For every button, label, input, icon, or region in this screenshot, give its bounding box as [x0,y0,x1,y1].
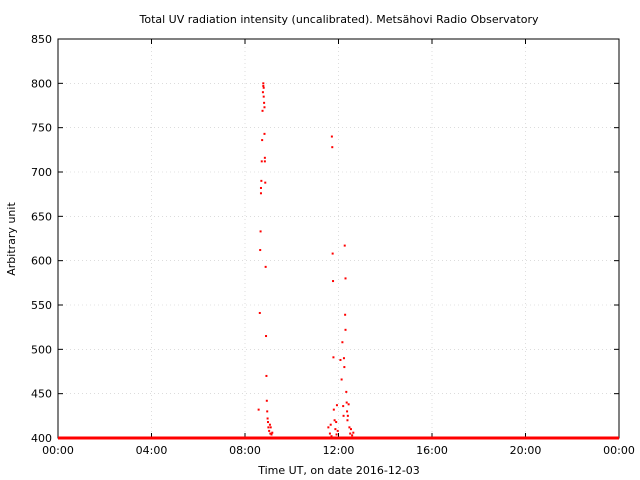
data-points [58,82,619,440]
data-point [260,160,263,163]
y-axis-label: Arbitrary unit [5,202,18,276]
y-tick-label: 700 [31,166,52,179]
data-point [342,357,345,360]
data-point [258,311,261,314]
data-point [268,423,271,426]
data-point [343,244,346,247]
grid [58,39,619,438]
data-point [329,423,332,426]
data-point [261,139,264,142]
data-point [339,358,342,361]
data-point [261,91,264,94]
data-point [332,356,335,359]
y-tick-label: 600 [31,255,52,268]
data-point [346,419,349,422]
data-point [331,252,334,255]
data-point [263,106,266,109]
data-point [336,429,339,432]
data-point [262,84,265,87]
data-point [346,414,349,417]
data-point [345,401,348,404]
data-point [266,417,269,420]
data-point [270,433,273,436]
data-point [340,378,343,381]
data-point [345,390,348,393]
data-point [332,280,335,283]
data-point [328,432,331,435]
data-point [330,135,333,138]
data-point [257,408,260,411]
x-tick-label: 00:00 [603,444,635,457]
data-point [349,428,352,431]
data-point [351,434,354,437]
data-point [271,431,274,434]
data-point [263,101,266,104]
x-axis-label: Time UT, on date 2016-12-03 [257,464,420,477]
data-point [335,404,338,407]
data-point [348,426,351,429]
data-point [259,192,262,195]
x-tick-label: 04:00 [136,444,168,457]
data-point [263,156,266,159]
data-point [344,328,347,331]
data-point [330,435,333,438]
y-tick-label: 750 [31,122,52,135]
data-point [342,414,345,417]
data-point [266,421,269,424]
data-point [259,186,262,189]
axis-ticks: 400 450 500 550 600 650 700 750 800 850 00:00 04:00… [31,33,635,457]
x-tick-label: 00:00 [42,444,74,457]
data-point [269,432,272,435]
data-point [264,181,267,184]
data-point [327,426,330,429]
data-point [262,95,265,98]
x-tick-label: 20:00 [510,444,542,457]
y-tick-label: 650 [31,210,52,223]
data-point [343,366,346,369]
data-point [331,146,334,149]
data-point [269,426,272,429]
data-point [263,160,266,163]
data-point [334,428,337,431]
data-point [332,408,335,411]
data-point [262,82,265,85]
data-point [265,374,268,377]
data-point [349,432,352,435]
data-point [344,313,347,316]
data-point [265,399,268,402]
y-tick-label: 850 [31,33,52,46]
y-tick-label: 800 [31,77,52,90]
data-point [266,410,269,413]
data-point [352,431,355,434]
x-tick-label: 12:00 [323,444,355,457]
data-point [265,335,268,338]
data-point [264,265,267,268]
x-tick-label: 16:00 [416,444,448,457]
data-point [335,433,338,436]
y-tick-label: 500 [31,343,52,356]
data-point [347,403,350,406]
x-tick-label: 08:00 [229,444,261,457]
y-tick-label: 550 [31,299,52,312]
data-point [259,230,262,233]
data-point [261,109,264,112]
data-point [333,419,336,422]
data-point [342,405,345,408]
y-tick-label: 400 [31,432,52,445]
data-point [268,429,271,432]
data-point [267,426,270,429]
data-point [260,179,263,182]
data-point [344,277,347,280]
data-point [262,86,265,89]
data-point [346,410,349,413]
data-point [335,421,338,424]
data-point [341,341,344,344]
data-point [263,132,266,135]
data-point [259,249,262,252]
y-tick-label: 450 [31,388,52,401]
chart-title: Total UV radiation intensity (uncalibrat… [139,13,539,26]
